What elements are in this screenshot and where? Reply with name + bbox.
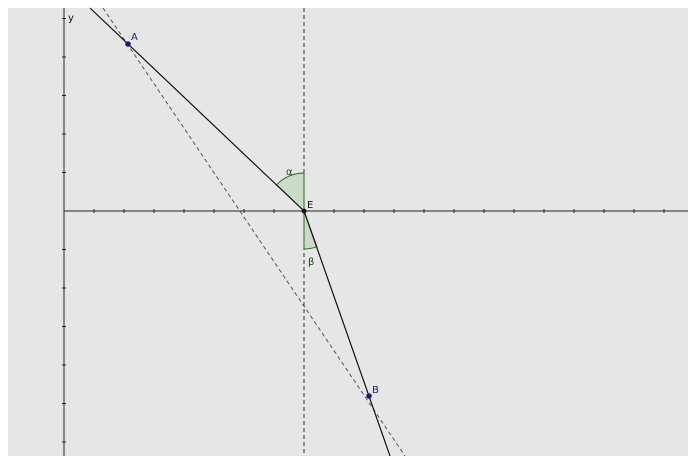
straight-path <box>102 7 406 456</box>
refracted-ray <box>303 210 391 456</box>
canvas <box>8 8 688 456</box>
label-alpha: α <box>286 167 293 178</box>
point-e <box>301 208 307 214</box>
label-e: E <box>307 200 313 211</box>
incident-ray <box>89 7 305 212</box>
y-axis-label: y <box>68 13 74 24</box>
label-a: A <box>131 32 138 43</box>
label-beta: β <box>308 257 314 268</box>
label-b: B <box>372 385 379 396</box>
point-a <box>125 41 131 47</box>
point-b <box>366 393 372 399</box>
